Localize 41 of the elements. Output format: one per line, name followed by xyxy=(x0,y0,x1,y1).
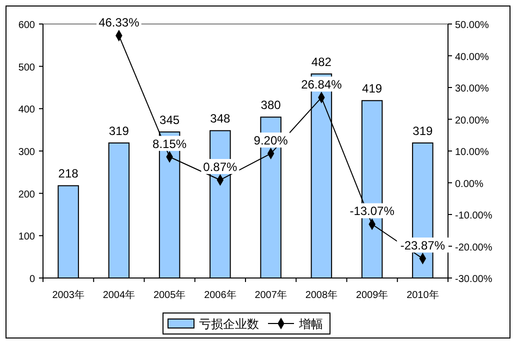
y2-tick-label: -20.00% xyxy=(455,242,492,254)
legend-label: 亏损企业数 xyxy=(199,317,259,331)
y-tick-label: 200 xyxy=(18,189,36,200)
data-label: 218 xyxy=(58,166,79,181)
data-label: 482 xyxy=(311,54,332,69)
y2-tick-label: 0.00% xyxy=(455,178,484,190)
data-label: 345 xyxy=(160,112,180,127)
x-tick-label: 2007年 xyxy=(254,289,287,301)
y-tick-label: 0 xyxy=(29,274,36,285)
data-label: 348 xyxy=(210,112,231,126)
data-label: 26.84% xyxy=(301,78,342,92)
y-tick-label: 300 xyxy=(18,147,36,158)
y2-tick-label: 20.00% xyxy=(455,115,490,126)
x-tick-label: 2003年 xyxy=(52,289,84,301)
y2-tick-label: 50.00% xyxy=(455,20,490,31)
x-tick-label: 2004年 xyxy=(102,289,136,301)
data-label: 319 xyxy=(108,124,130,138)
data-label: -13.07% xyxy=(350,204,395,218)
data-label: 380 xyxy=(260,98,282,112)
y2-tick-label: 30.00% xyxy=(455,84,490,94)
data-label: 419 xyxy=(362,82,382,96)
y2-tick-label: 10.00% xyxy=(455,147,490,158)
x-tick-label: 2009年 xyxy=(356,289,388,301)
y2-tick-label: -30.00% xyxy=(455,274,492,285)
x-tick-label: 2010年 xyxy=(406,289,439,301)
y-tick-label: 400 xyxy=(18,104,36,116)
data-label: 0.87% xyxy=(203,160,238,174)
y2-tick-label: -10.00% xyxy=(455,210,492,222)
data-label: 319 xyxy=(412,124,434,138)
data-label: 9.20% xyxy=(254,134,288,148)
data-label: 8.15% xyxy=(152,136,187,151)
x-tick-label: 2008年 xyxy=(305,289,338,301)
x-tick-label: 2006年 xyxy=(204,289,236,301)
x-tick-label: 2005年 xyxy=(153,289,186,301)
y2-tick-label: 40.00% xyxy=(455,52,490,63)
data-label: -23.87% xyxy=(400,238,446,253)
y-tick-label: 100 xyxy=(18,232,36,243)
y-tick-label: 500 xyxy=(18,62,36,74)
legend-label: 增幅 xyxy=(298,317,323,331)
y-tick-label: 600 xyxy=(18,20,36,31)
data-label: 46.33% xyxy=(98,16,140,30)
